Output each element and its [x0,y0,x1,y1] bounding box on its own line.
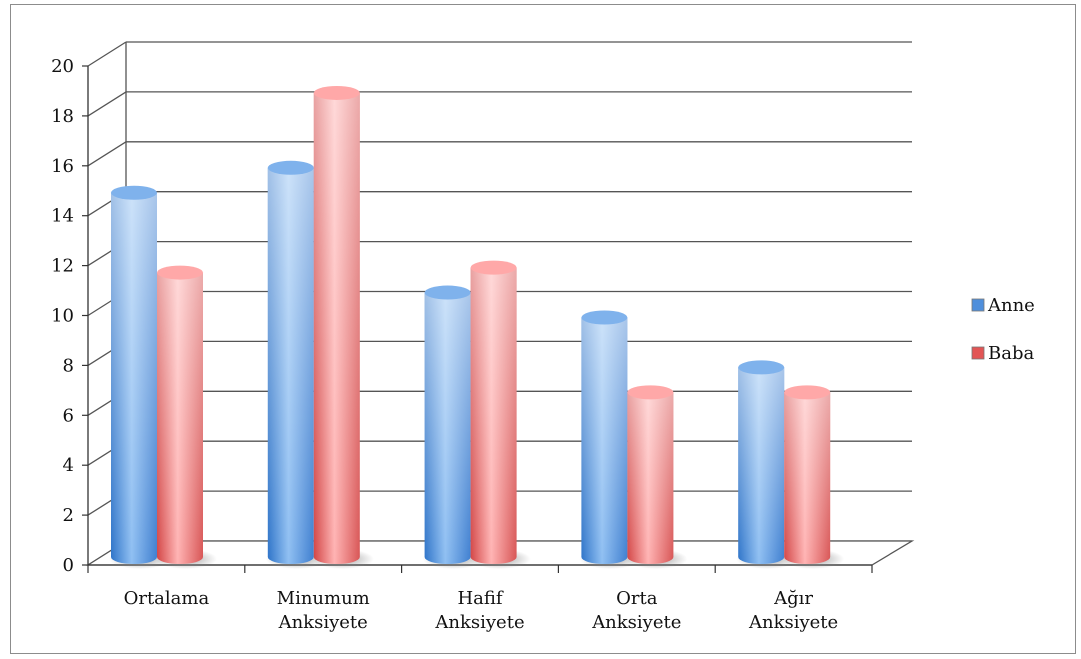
bar-highlight [424,292,471,565]
bar-highlight [627,392,674,565]
gridline-depth [87,91,127,117]
y-tick-label: 2 [63,505,74,526]
x-category-label: Orta Anksiyete [591,588,681,633]
bar-anne [736,360,799,569]
bar-baba [155,265,217,569]
x-category-label: Minumum Anksiyete [277,588,370,633]
bar-highlight [267,167,314,565]
bar-top [424,285,471,300]
bar-highlight [111,192,157,564]
bar-top [581,310,628,325]
bar-top [627,385,674,400]
y-tick-label: 8 [63,355,74,376]
bar-baba [468,260,531,569]
y-tick-label: 4 [63,455,74,476]
bar-top [784,385,831,400]
bar-highlight [470,267,517,564]
y-tick-label: 18 [51,106,74,127]
bar-baba [625,385,688,569]
bar-top [470,260,517,275]
bar-top [313,85,360,100]
legend-label-anne: Anne [987,295,1035,316]
legend-swatch-anne [971,298,985,312]
y-tick-label: 14 [51,206,74,227]
bar-top [738,360,785,375]
y-tick-label: 20 [51,56,74,77]
bar-top [267,160,314,175]
y-tick-label: 12 [51,256,74,277]
bar-top [111,185,157,200]
bar-anne [422,285,485,569]
bar-baba [782,385,845,569]
bar-highlight [581,317,628,565]
legend: Anne Baba [971,295,1035,364]
bar-baba [311,85,374,569]
bar-highlight [313,92,360,565]
x-category-label: Hafif Anksiyete [434,588,524,633]
bar-top [157,265,203,280]
x-category-label: Ortalama [124,588,210,609]
gridline-depth [87,41,127,67]
bars [109,85,845,569]
gridline-depth [87,141,127,167]
y-tick-label: 16 [51,156,74,177]
x-axis: Ortalama Minumum Anksiyete Hafif Anksiyete Or… [87,564,873,633]
bar-highlight [157,272,203,564]
bar-highlight [738,367,785,565]
y-axis: 0 2 4 6 8 10 12 14 16 18 20 [51,56,89,576]
bar-anne [265,160,328,569]
legend-label-baba: Baba [988,343,1034,364]
x-category-label: Ağır Anksiyete [748,588,838,633]
y-tick-label: 6 [63,405,74,426]
bar-anne [579,310,642,569]
y-tick-label: 10 [51,306,74,327]
y-tick-label: 0 [63,555,74,576]
bar-highlight [784,392,831,565]
bar-anne [109,185,171,569]
legend-swatch-baba [971,346,985,360]
